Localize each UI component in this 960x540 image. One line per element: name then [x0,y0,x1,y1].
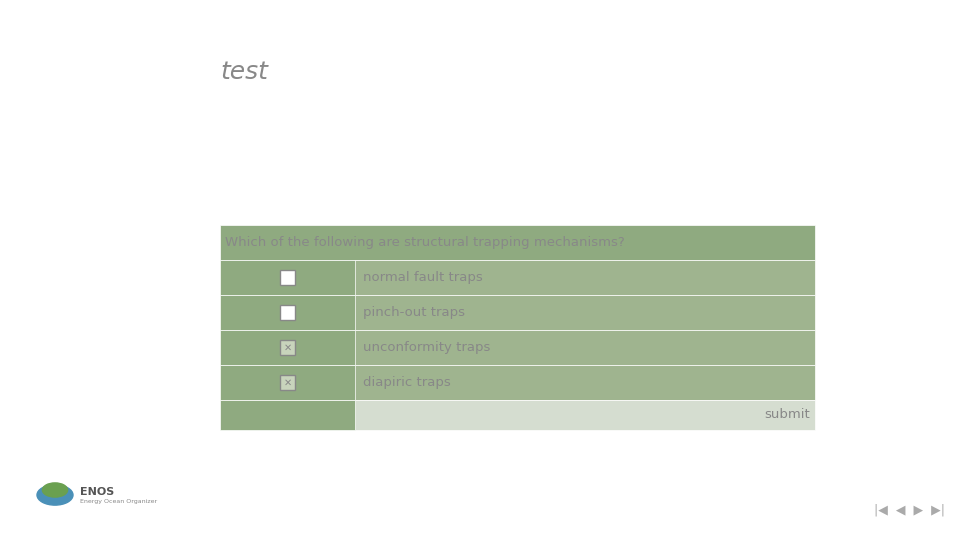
Text: ✕: ✕ [283,342,292,353]
Text: ✕: ✕ [283,377,292,388]
FancyBboxPatch shape [279,269,296,285]
FancyBboxPatch shape [279,305,296,320]
Text: pinch-out traps: pinch-out traps [363,306,465,319]
FancyBboxPatch shape [220,295,815,330]
FancyBboxPatch shape [220,400,355,430]
FancyBboxPatch shape [220,365,355,400]
Text: ENOS: ENOS [80,487,114,497]
FancyBboxPatch shape [220,295,355,330]
FancyBboxPatch shape [220,330,815,365]
FancyBboxPatch shape [279,340,296,355]
FancyBboxPatch shape [220,365,815,400]
FancyBboxPatch shape [220,400,815,430]
Circle shape [37,485,73,505]
Text: Energy Ocean Organizer: Energy Ocean Organizer [80,500,157,504]
FancyBboxPatch shape [220,330,355,365]
FancyBboxPatch shape [220,225,815,260]
Text: diapiric traps: diapiric traps [363,376,451,389]
Text: test: test [220,60,268,84]
Text: normal fault traps: normal fault traps [363,271,483,284]
FancyBboxPatch shape [220,260,815,295]
Text: |◀  ◀  ▶  ▶|: |◀ ◀ ▶ ▶| [875,503,946,516]
FancyBboxPatch shape [220,260,355,295]
Text: submit: submit [764,408,810,422]
Circle shape [42,483,67,497]
Text: Which of the following are structural trapping mechanisms?: Which of the following are structural tr… [225,236,625,249]
FancyBboxPatch shape [279,375,296,390]
Text: unconformity traps: unconformity traps [363,341,491,354]
